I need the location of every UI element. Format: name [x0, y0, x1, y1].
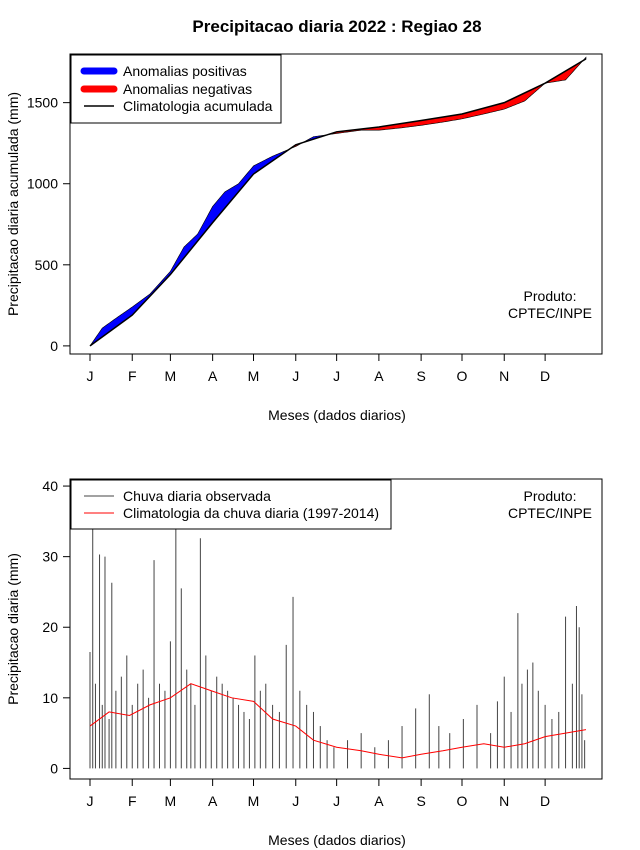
legend-label-positive: Anomalias positivas [123, 63, 247, 79]
y-tick-label: 500 [35, 257, 59, 273]
x-tick-label: J [87, 368, 94, 384]
x-tick-label: S [416, 793, 425, 809]
y-axis-label: Precipitacao diaria (mm) [5, 553, 21, 705]
x-tick-label: A [208, 368, 218, 384]
x-tick-label: M [248, 368, 260, 384]
y-tick-label: 1500 [27, 95, 58, 111]
negative-anomaly-area [328, 82, 546, 135]
x-tick-label: F [128, 793, 137, 809]
y-tick-label: 10 [42, 690, 58, 706]
product-label: Produto: [524, 488, 577, 504]
x-tick-label: A [374, 368, 384, 384]
y-tick-label: 30 [42, 549, 58, 565]
climatology-daily-line [89, 683, 587, 759]
x-tick-label: A [374, 793, 384, 809]
x-tick-label: A [208, 793, 218, 809]
x-tick-label: F [128, 368, 137, 384]
x-tick-label: M [165, 368, 177, 384]
x-tick-label: O [457, 368, 468, 384]
x-axis-label: Meses (dados diarios) [268, 407, 406, 423]
x-tick-label: J [292, 793, 299, 809]
x-tick-label: J [292, 368, 299, 384]
x-tick-label: S [416, 368, 425, 384]
x-tick-label: O [457, 793, 468, 809]
daily-panel: J F M A M J J A S O N D 0 10 20 30 40 Meses (dados diar… [5, 478, 603, 848]
legend-label-negative: Anomalias negativas [123, 81, 252, 97]
x-tick-label: N [499, 368, 509, 384]
y-tick-label: 1000 [27, 176, 58, 192]
chart-title: Precipitacao diaria 2022 : Regiao 28 [192, 17, 481, 36]
x-tick-label: D [540, 793, 550, 809]
x-tick-label: N [499, 793, 509, 809]
cumulative-lines [89, 58, 587, 347]
product-label: Produto: [524, 288, 577, 304]
legend: Chuva diaria observada Climatologia da c… [70, 479, 392, 530]
climatology-daily-path [89, 683, 587, 759]
legend-box [70, 479, 392, 530]
x-tick-label: M [248, 793, 260, 809]
y-axis: 0 500 1000 1500 [27, 95, 71, 354]
cumulative-panel: J F M A M J J A S O N D 0 500 1000 1500 Meses (dados d… [5, 53, 603, 423]
product-source: CPTEC/INPE [508, 305, 592, 321]
y-axis: 0 10 20 30 40 [42, 478, 71, 776]
x-tick-label: D [540, 368, 550, 384]
legend-label-climatology: Climatologia da chuva diaria (1997-2014) [123, 505, 379, 521]
x-tick-label: M [165, 793, 177, 809]
legend-label-observed: Chuva diaria observada [123, 488, 271, 504]
x-axis-label: Meses (dados diarios) [268, 832, 406, 848]
x-tick-label: J [87, 793, 94, 809]
y-tick-label: 40 [42, 478, 58, 494]
y-tick-label: 0 [50, 338, 58, 354]
positive-anomaly-area [89, 148, 291, 347]
x-tick-label: J [333, 793, 340, 809]
legend-label-climatology: Climatologia acumulada [123, 98, 273, 114]
climatology-cumulative-line [89, 58, 587, 347]
observed-bars [89, 521, 586, 769]
product-source: CPTEC/INPE [508, 505, 592, 521]
y-tick-label: 0 [50, 760, 58, 776]
legend: Anomalias positivas Anomalias negativas … [70, 54, 282, 124]
x-tick-label: J [333, 368, 340, 384]
y-tick-label: 20 [42, 619, 58, 635]
y-axis-label: Precipitacao diaria acumulada (mm) [5, 92, 21, 316]
